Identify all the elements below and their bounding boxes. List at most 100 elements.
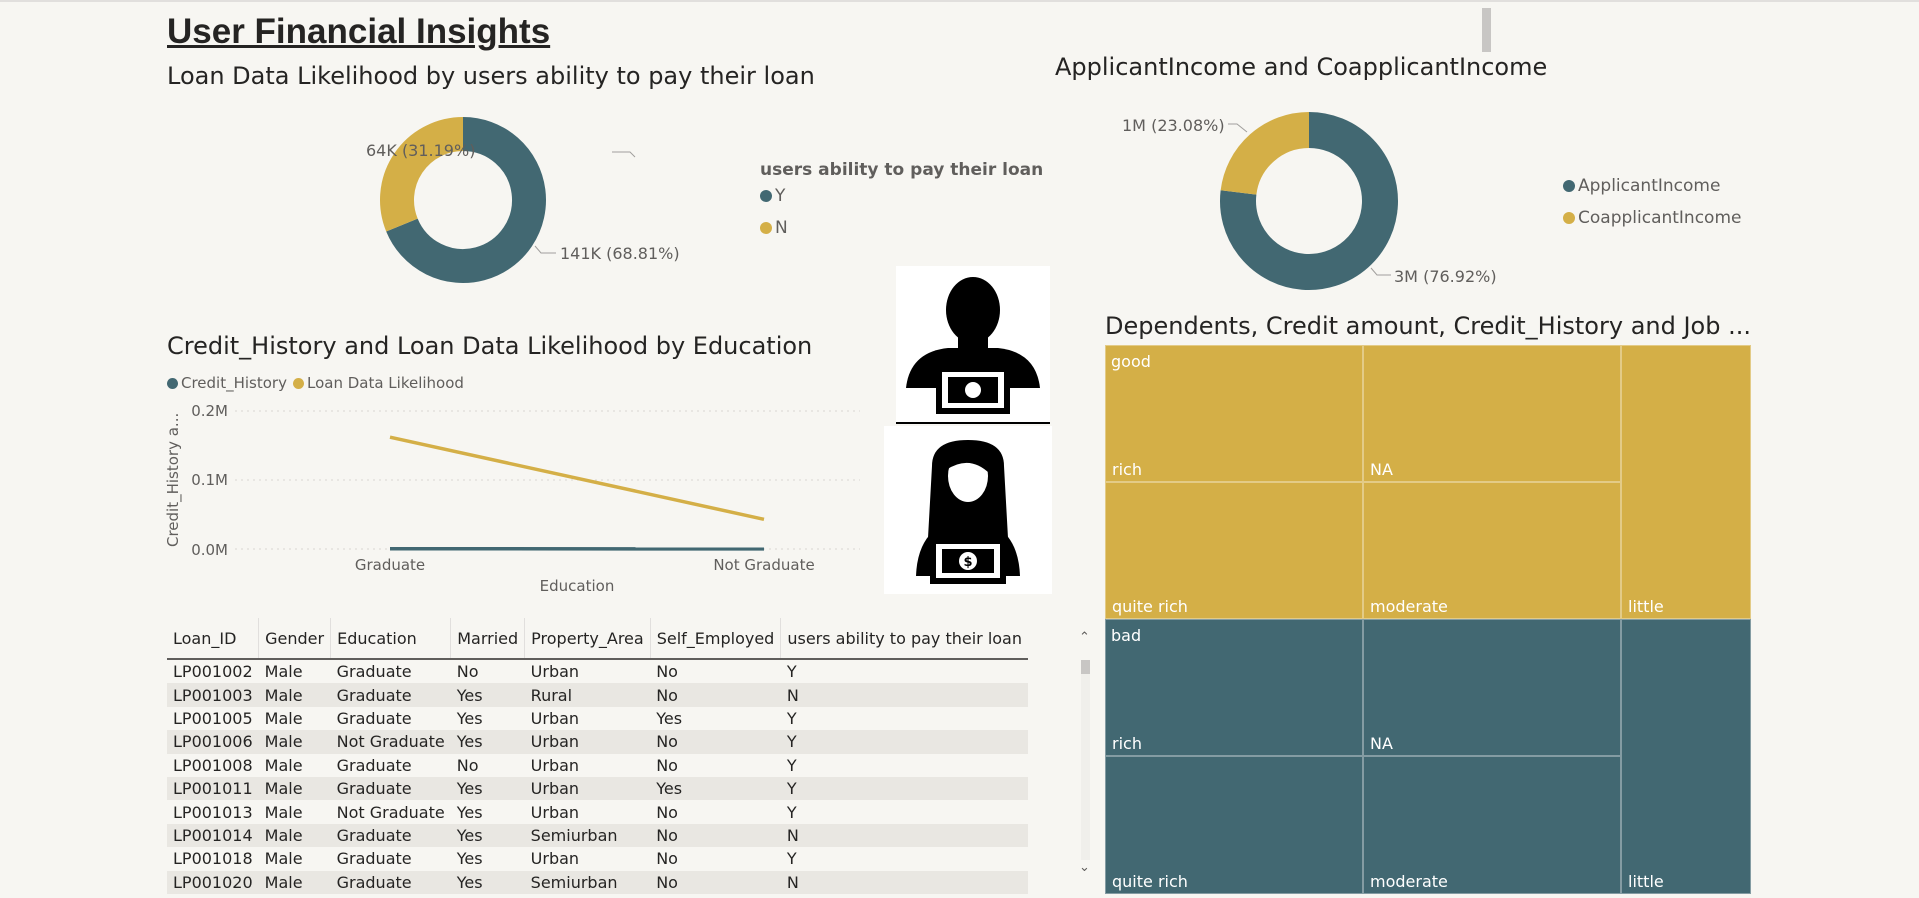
treemap-tile[interactable]: quite rich xyxy=(1105,482,1363,619)
column-header[interactable]: Married xyxy=(450,618,525,660)
treemap-tile[interactable]: NA xyxy=(1363,619,1621,756)
table-cell: No xyxy=(656,802,678,822)
treemap-tile[interactable]: NA xyxy=(1363,345,1621,482)
table-cell: LP001020 xyxy=(173,872,253,892)
line-chart: Credit_History a... 0.2M 0.1M 0.0M Gradu… xyxy=(164,402,860,595)
table-cell: Male xyxy=(264,685,303,705)
table-cell: Male xyxy=(264,849,303,869)
table-row[interactable]: LP001003 Male Graduate Yes Rural No N xyxy=(167,683,1028,707)
donut1-label-y: 141K (68.81%) xyxy=(560,244,680,263)
page-scroll-thumb[interactable] xyxy=(1482,8,1491,52)
line-chart-legend: Credit_History Loan Data Likelihood xyxy=(167,374,464,392)
table-cell: Male xyxy=(264,755,303,775)
treemap-tile[interactable]: little xyxy=(1621,345,1751,619)
table-row[interactable]: LP001018 Male Graduate Yes Urban No Y xyxy=(167,847,1028,870)
treemap-group-bad[interactable]: bad xyxy=(1105,619,1751,894)
table-cell: No xyxy=(456,662,479,682)
ytick-label: 0.1M xyxy=(191,471,228,489)
donut-slice-y[interactable] xyxy=(386,117,546,283)
man-image xyxy=(896,266,1050,424)
treemap-tile[interactable]: moderate xyxy=(1363,482,1621,619)
table-cell: Not Graduate xyxy=(336,732,445,752)
legend-item-y[interactable]: Y xyxy=(760,186,785,206)
scroll-down-icon[interactable]: ⌄ xyxy=(1079,860,1090,875)
table-cell: LP001002 xyxy=(173,662,253,682)
treemap-title: Dependents, Credit amount, Credit_Histor… xyxy=(1105,312,1751,340)
donut-slice-coapplicantincome[interactable] xyxy=(1220,112,1310,196)
table-cell: Y xyxy=(786,779,797,799)
table-cell: N xyxy=(786,872,799,892)
column-header[interactable]: Self_Employed xyxy=(649,618,781,660)
treemap-tile-label: NA xyxy=(1370,734,1393,753)
table-cell: Graduate xyxy=(336,685,412,705)
table-row[interactable]: LP001006 Male Not Graduate Yes Urban No Y xyxy=(167,730,1028,754)
treemap-tile-label: moderate xyxy=(1370,597,1448,616)
line-chart-title: Credit_History and Loan Data Likelihood … xyxy=(167,332,813,360)
column-header[interactable]: Loan_ID xyxy=(167,618,259,660)
treemap-tile[interactable]: rich xyxy=(1105,345,1363,482)
table-row[interactable]: LP001008 Male Graduate No Urban No Y xyxy=(167,754,1028,777)
table-cell: Y xyxy=(786,849,797,869)
table-cell: Y xyxy=(786,755,797,775)
donut2-slices xyxy=(1220,112,1398,290)
table-cell: No xyxy=(656,662,678,682)
table-cell: Urban xyxy=(530,755,580,775)
legend-label-credit-history[interactable]: Credit_History xyxy=(181,374,287,392)
table-cell: Yes xyxy=(656,708,683,728)
treemap-group-label: good xyxy=(1111,352,1151,371)
treemap-tile[interactable]: moderate xyxy=(1363,756,1621,894)
xtick-label: Not Graduate xyxy=(713,556,814,574)
table-row[interactable]: LP001002 Male Graduate No Urban No Y xyxy=(167,659,1028,683)
treemap-group-label: bad xyxy=(1111,626,1142,645)
legend-dot-credit-history xyxy=(167,377,178,389)
table-cell: LP001003 xyxy=(173,685,253,705)
table-cell: Graduate xyxy=(336,755,412,775)
line-chart-ylabel: Credit_History a... xyxy=(164,413,183,547)
donut-slice-n[interactable] xyxy=(380,117,464,232)
legend-item-coapplicant[interactable]: CoapplicantIncome xyxy=(1563,208,1741,228)
legend-dot-y xyxy=(760,190,772,202)
table-row[interactable]: LP001011 Male Graduate Yes Urban Yes Y xyxy=(167,776,1028,801)
donut2-leader-app xyxy=(1370,267,1391,276)
table-cell: LP001014 xyxy=(173,825,253,845)
man-image-divider xyxy=(896,422,1050,424)
legend-item-applicant[interactable]: ApplicantIncome xyxy=(1563,176,1720,196)
column-header[interactable]: Education xyxy=(330,618,451,660)
table-row[interactable]: LP001014 Male Graduate Yes Semiurban No N xyxy=(167,823,1028,848)
legend-label-loan-likelihood[interactable]: Loan Data Likelihood xyxy=(306,374,464,392)
column-header[interactable]: Gender xyxy=(258,618,331,660)
table-body: LP001002 Male Graduate No Urban No Y LP001003 Ma… xyxy=(167,659,1028,894)
scroll-track[interactable] xyxy=(1081,660,1090,860)
table-cell: Male xyxy=(264,662,303,682)
legend-item-n[interactable]: N xyxy=(760,218,788,238)
treemap-tile-label: moderate xyxy=(1370,872,1448,891)
scroll-up-icon[interactable]: ⌃ xyxy=(1079,630,1090,645)
table-row[interactable]: LP001013 Male Not Graduate Yes Urban No Y xyxy=(167,800,1028,823)
treemap-tile[interactable]: little xyxy=(1621,619,1751,894)
treemap-tile[interactable]: rich xyxy=(1105,619,1363,756)
table-scrollbar[interactable]: ⌃ ⌄ xyxy=(1079,628,1091,878)
table-cell: Yes xyxy=(456,732,483,752)
treemap-tile[interactable]: quite rich xyxy=(1105,756,1363,894)
table-header-row: Loan_ID Gender Education Married Propert… xyxy=(167,618,1028,660)
table-row[interactable]: LP001005 Male Graduate Yes Urban Yes Y xyxy=(167,707,1028,730)
scroll-thumb[interactable] xyxy=(1081,660,1090,674)
table-cell: Graduate xyxy=(336,872,412,892)
donut1-leader-y xyxy=(534,245,556,254)
series-line-loan-data-likelihood[interactable] xyxy=(389,435,765,522)
column-header[interactable]: users ability to pay their loan xyxy=(780,618,1028,660)
table-cell: Urban xyxy=(530,802,580,822)
treemap-group-good[interactable]: good xyxy=(1105,345,1751,619)
woman-banknote-coin xyxy=(959,552,977,570)
column-header[interactable]: Property_Area xyxy=(524,618,651,660)
table-cell: Yes xyxy=(456,872,483,892)
table-row[interactable]: LP001020 Male Graduate Yes Semiurban No N xyxy=(167,870,1028,894)
treemap-tile-label: rich xyxy=(1112,734,1142,753)
table-cell: Male xyxy=(264,802,303,822)
donut-slice-applicantincome[interactable] xyxy=(1220,112,1398,290)
table-cell: Yes xyxy=(656,779,683,799)
table-cell: Y xyxy=(786,662,797,682)
table-cell: Graduate xyxy=(336,708,412,728)
treemap-tile-label: NA xyxy=(1370,460,1393,479)
donut1-label-n: 64K (31.19%) xyxy=(366,141,475,160)
